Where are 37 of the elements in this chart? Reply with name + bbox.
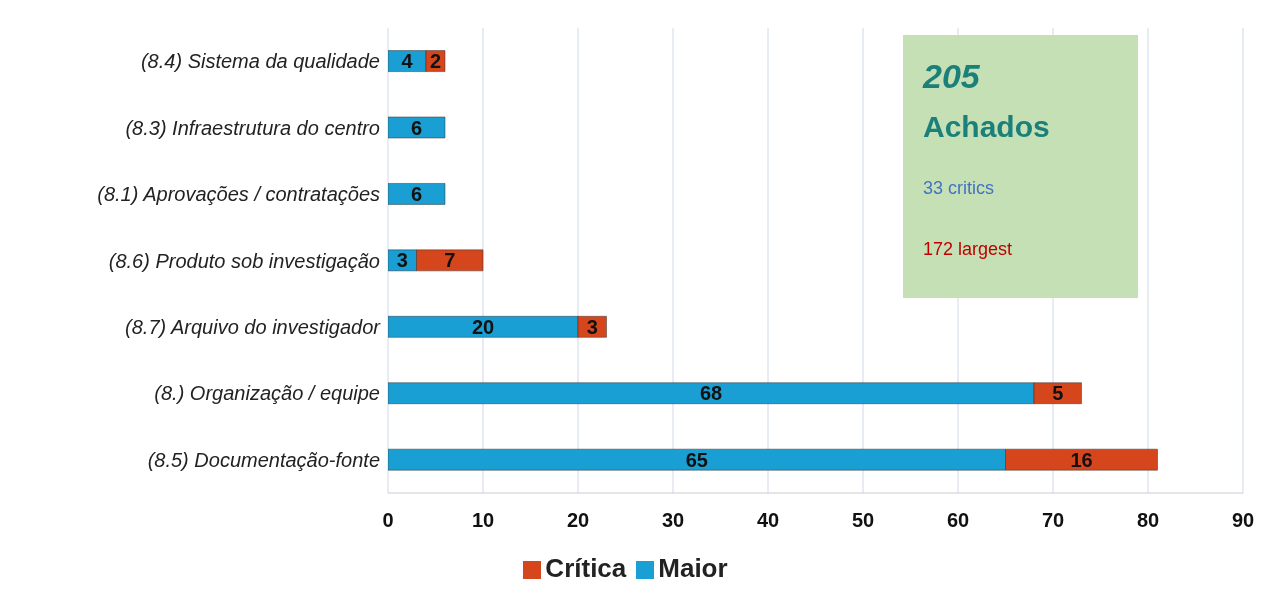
annotation: 33 critics bbox=[923, 178, 995, 199]
data-label: 3 bbox=[586, 315, 598, 338]
data-label: 68 bbox=[699, 382, 723, 405]
data-label: 16 bbox=[1070, 448, 1093, 471]
legend-label: Maior bbox=[658, 553, 728, 583]
y-tick-label: (8.5) Documentação-fonte bbox=[147, 448, 380, 471]
legend-label: Crítica bbox=[545, 553, 627, 583]
data-label: 65 bbox=[685, 448, 708, 471]
data-label: 6 bbox=[410, 116, 423, 139]
x-tick-label: 10 bbox=[471, 509, 495, 532]
x-tick-label: 70 bbox=[1041, 509, 1065, 532]
data-label: 2 bbox=[429, 50, 442, 73]
x-tick-label: 90 bbox=[1231, 509, 1255, 532]
y-tick-label: (8.3) Infraestrutura do centro bbox=[125, 116, 380, 139]
y-tick-label: (8.6) Produto sob investigação bbox=[108, 249, 380, 272]
data-label: 20 bbox=[471, 315, 495, 338]
bar bbox=[388, 116, 446, 139]
data-label: 3 bbox=[396, 249, 408, 272]
y-tick-label: (8.7) Arquivo do investigador bbox=[125, 316, 382, 339]
data-label: 4 bbox=[401, 50, 414, 73]
annotation: 205 bbox=[923, 57, 981, 96]
x-tick-label: 50 bbox=[851, 509, 875, 532]
bar bbox=[388, 183, 446, 205]
data-label: 6 bbox=[410, 183, 423, 206]
data-label: 5 bbox=[1052, 382, 1064, 405]
x-tick-label: 40 bbox=[756, 509, 780, 532]
y-tick-label: (8.4) Sistema da qualidade bbox=[140, 50, 380, 73]
x-tick-label: 30 bbox=[661, 509, 685, 532]
x-tick-label: 0 bbox=[382, 509, 394, 532]
annotation: 172 largest bbox=[923, 239, 1014, 260]
y-tick-label: (8.1) Aprovações / contratações bbox=[97, 183, 380, 206]
x-tick-label: 80 bbox=[1136, 509, 1160, 532]
x-tick-label: 20 bbox=[566, 509, 590, 532]
data-label: 7 bbox=[444, 249, 456, 272]
annotation: Achados bbox=[923, 110, 1051, 144]
y-tick-label: (8.) Organização / equipe bbox=[154, 382, 380, 405]
x-tick-label: 60 bbox=[946, 509, 970, 532]
